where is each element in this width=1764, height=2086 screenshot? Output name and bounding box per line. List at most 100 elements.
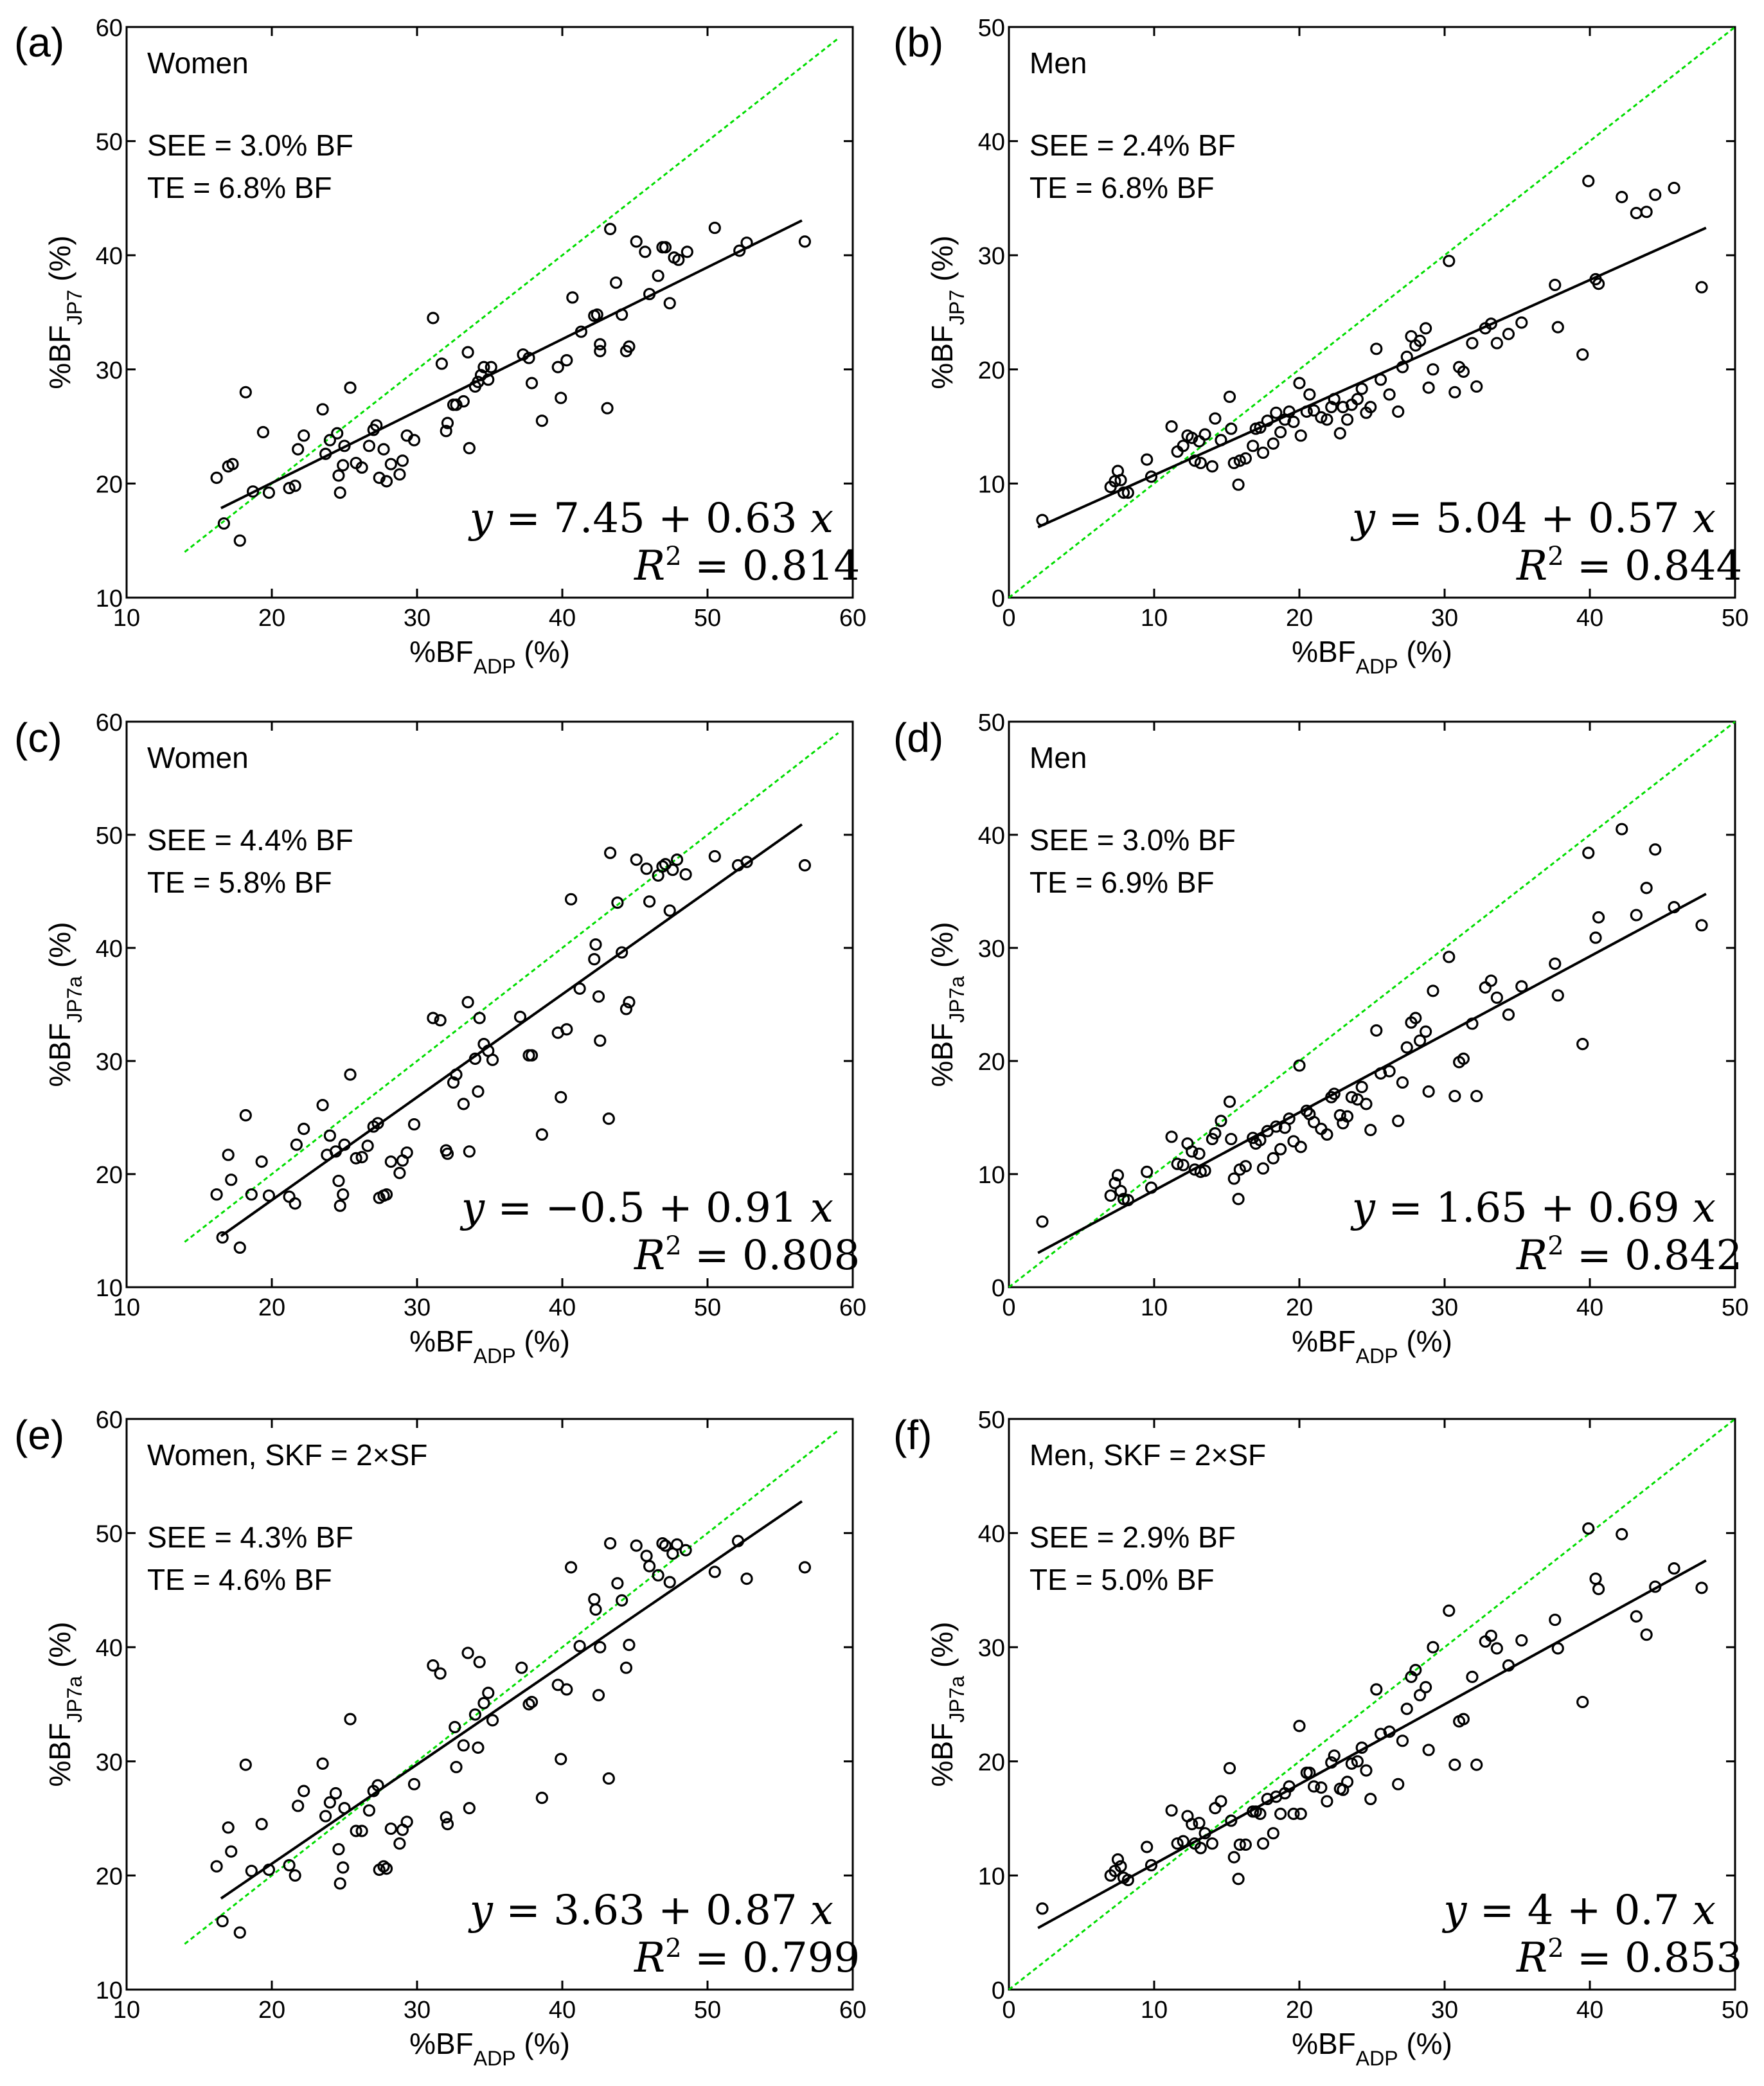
data-point [522,352,535,364]
x-tick-label: 0 [1002,1997,1015,2024]
data-point [1117,486,1130,499]
panel-e: 10 20 30 40 50 60 10 20 30 40 50 60 (e) Women, SKF = … [14,1407,866,2070]
data-point [591,308,603,321]
x-tick-label: 50 [1722,1997,1749,2024]
data-point [377,443,390,456]
data-point [522,1698,535,1711]
data-point [1114,1184,1127,1198]
data-point [1466,337,1479,350]
data-point [1293,377,1306,389]
data-point [384,458,397,470]
data-point [740,236,753,249]
r-squared: R2 = 0.853 [1516,1934,1742,1982]
data-point [535,415,548,427]
x-tick-label: 20 [1286,1997,1313,2024]
y-tick-label: 10 [978,1162,1005,1189]
data-point [463,441,476,454]
data-point [670,1538,684,1551]
data-point [344,381,357,394]
data-point [396,454,409,467]
data-point [1171,1837,1184,1850]
data-point [603,222,617,235]
x-axis-label: %BFADP (%) [1292,635,1452,678]
data-point [332,469,345,482]
plot-frame [125,26,854,599]
y-tick-label: 10 [96,1977,123,2004]
data-point [262,486,276,499]
data-point [292,1799,305,1812]
data-point [225,1173,238,1186]
data-point [1392,1778,1405,1790]
data-point [731,1535,745,1547]
data-point [1409,1012,1422,1024]
stat-text: SEE = 3.0% BF [1029,823,1236,857]
data-point [427,312,440,325]
regression-line [220,219,803,510]
data-point [473,1655,486,1668]
data-point [1223,1095,1236,1108]
y-tick-label: 10 [96,1275,123,1302]
x-axis-label: %BFADP (%) [1292,2027,1452,2070]
x-tick-label: 40 [549,1294,576,1321]
data-point [1576,1695,1589,1709]
data-point [255,1817,268,1831]
data-point [289,1869,301,1882]
data-point [1254,1807,1267,1821]
stat-text: TE = 6.9% BF [1029,866,1215,899]
y-tick-label: 20 [96,1162,123,1189]
x-tick-label: 50 [1722,1294,1749,1321]
data-point [1364,1123,1377,1136]
data-point [380,1188,393,1201]
data-point [573,1639,586,1653]
group-label: Women [147,741,249,774]
data-point [594,1034,607,1047]
data-point [1177,1159,1189,1172]
data-point [338,440,351,452]
data-point [564,1561,578,1574]
data-point [450,398,463,411]
data-point [400,1146,413,1159]
data-point [1422,381,1435,394]
data-point [1484,1629,1497,1643]
data-point [1121,486,1134,499]
y-tick-label: 0 [992,585,1005,612]
data-point [1630,1610,1643,1623]
data-point [1364,400,1377,414]
data-point [393,1166,406,1179]
data-point [1515,980,1528,993]
data-point [1457,1052,1470,1065]
data-point [434,1014,447,1027]
data-point [1225,1132,1238,1146]
data-point [331,427,344,440]
data-point [427,1659,440,1672]
panel-letter: (e) [14,1412,64,1458]
data-point [535,1128,548,1141]
data-point [1307,404,1321,417]
data-point [338,1138,351,1151]
data-point [1355,1080,1368,1094]
data-point [1484,317,1497,330]
regression-equation: y = −0.5 + 0.91 x [459,1184,833,1232]
x-tick-label: 20 [1286,605,1313,632]
data-point [1640,882,1653,895]
data-point [1036,1215,1049,1228]
y-tick-label: 40 [978,129,1005,156]
data-point [1233,454,1246,467]
data-point [619,1003,633,1015]
data-point [319,1810,332,1823]
y-tick-label: 30 [978,936,1005,963]
data-point [1582,1522,1595,1535]
plot-frame [1008,1418,1736,1991]
data-point [640,862,653,875]
data-point [1392,1114,1405,1127]
data-point [1502,1008,1515,1021]
data-point [371,1779,384,1792]
r-squared: R2 = 0.799 [634,1934,860,1982]
data-point [485,361,497,373]
y-tick-label: 30 [96,1049,123,1076]
data-point [1355,1741,1368,1754]
data-point [1294,1807,1307,1821]
data-point [513,1010,527,1023]
data-point [427,1012,440,1024]
y-axis-label: %BFJP7a (%) [925,1622,968,1787]
